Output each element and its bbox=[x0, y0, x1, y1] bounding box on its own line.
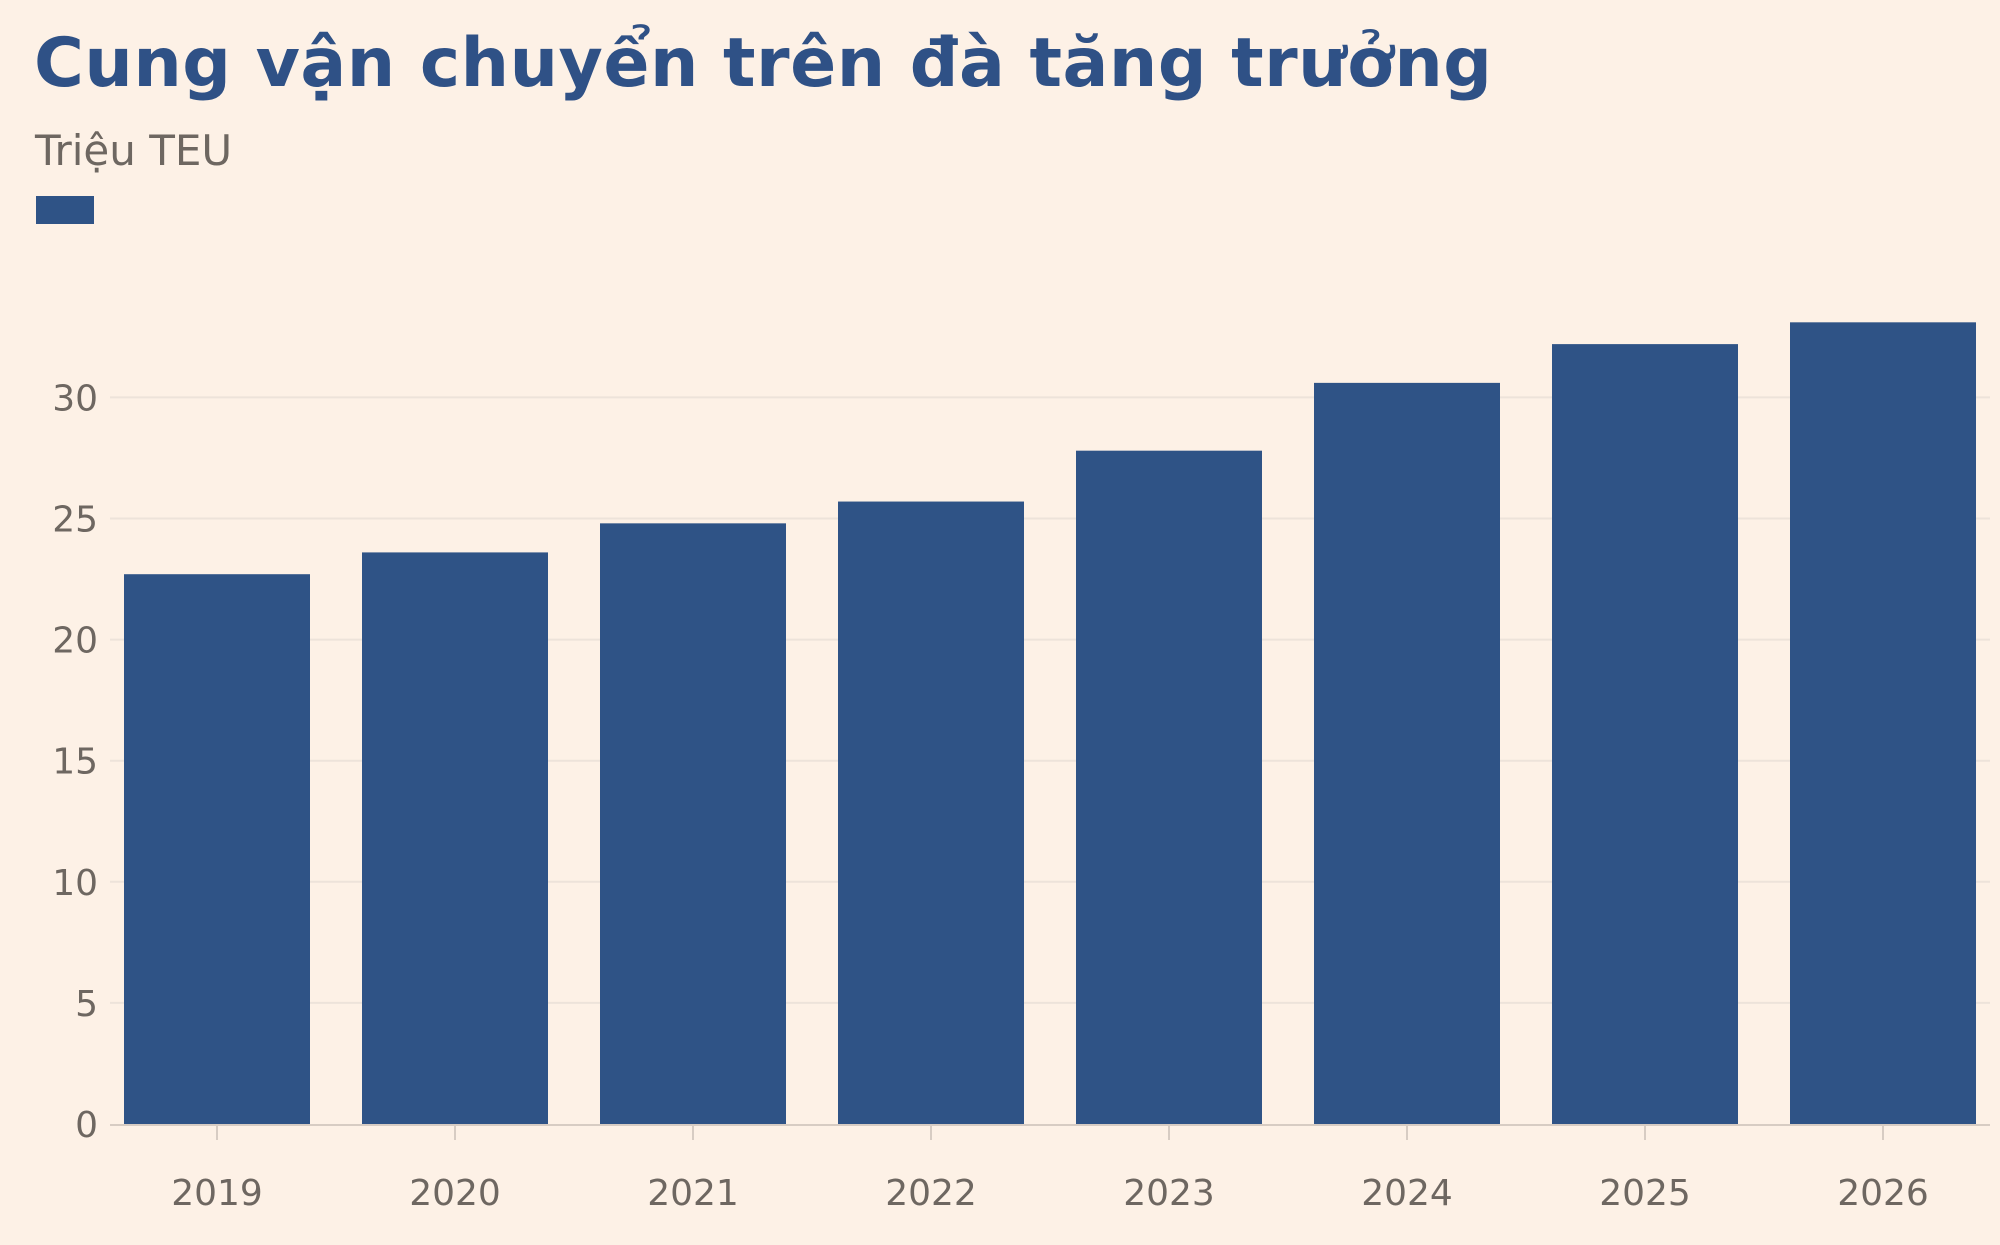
chart-subtitle: Triệu TEU bbox=[35, 126, 233, 175]
bar-2022 bbox=[838, 501, 1024, 1124]
y-tick-label: 10 bbox=[52, 863, 98, 904]
y-tick-label: 25 bbox=[52, 500, 98, 541]
bar-2025 bbox=[1552, 344, 1738, 1125]
y-tick-label: 5 bbox=[75, 984, 98, 1025]
y-tick-label: 0 bbox=[75, 1105, 98, 1146]
x-tick-label: 2022 bbox=[885, 1173, 977, 1214]
y-tick-label: 15 bbox=[52, 742, 98, 783]
bar-2021 bbox=[600, 523, 786, 1124]
x-tick-label: 2024 bbox=[1361, 1173, 1453, 1214]
bar-2019 bbox=[124, 574, 310, 1124]
legend-swatch bbox=[36, 196, 94, 224]
x-tick-label: 2026 bbox=[1837, 1173, 1929, 1214]
y-tick-label: 30 bbox=[52, 378, 98, 419]
bar-2024 bbox=[1314, 382, 1500, 1124]
bar-2023 bbox=[1076, 450, 1262, 1125]
y-tick-label: 20 bbox=[52, 621, 98, 662]
x-tick-label: 2020 bbox=[409, 1173, 501, 1214]
x-tick-label: 2025 bbox=[1599, 1173, 1691, 1214]
chart-title: Cung vận chuyển trên đà tăng trưởng bbox=[34, 24, 1493, 103]
x-tick-label: 2019 bbox=[171, 1173, 263, 1214]
x-tick-label: 2021 bbox=[647, 1173, 739, 1214]
bar-2026 bbox=[1790, 322, 1976, 1124]
x-tick-label: 2023 bbox=[1123, 1173, 1215, 1214]
bar-2020 bbox=[362, 552, 548, 1124]
